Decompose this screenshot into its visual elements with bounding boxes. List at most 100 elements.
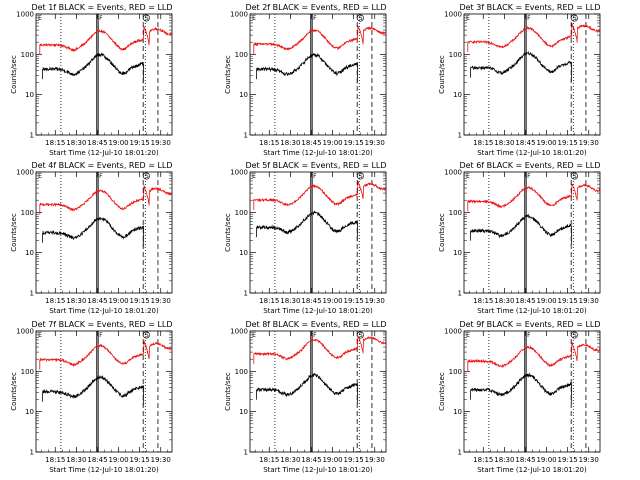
events-series — [470, 213, 572, 245]
y-tick-label: 10 — [25, 408, 34, 416]
panel-3: Det 3f BLACK = Events, RED = LLD 1 10 100 10… — [438, 3, 601, 157]
marker-circle — [142, 14, 150, 22]
x-tick-label: 18:45 — [301, 456, 321, 464]
x-tick-label: 18:45 — [301, 139, 321, 147]
panel-7: Det 7f BLACK = Events, RED = LLD 1 10 100 10… — [10, 320, 173, 474]
events-series — [256, 210, 358, 242]
y-tick-label: 10 — [25, 91, 34, 99]
y-tick-label: 10 — [453, 408, 462, 416]
x-tick-label: 19:15 — [344, 456, 364, 464]
panel-6: Det 6f BLACK = Events, RED = LLD 1 10 100 10… — [438, 161, 601, 315]
marker-label-f: F — [527, 15, 531, 22]
x-tick-label: 19:30 — [365, 297, 385, 305]
x-tick-label: 19:00 — [108, 139, 128, 147]
x-tick-label: 19:30 — [151, 297, 171, 305]
y-tick-label: 100 — [235, 51, 248, 59]
x-tick-label: 18:15 — [473, 297, 493, 305]
x-tick-label: 18:15 — [259, 456, 279, 464]
panel-title: Det 2f BLACK = Events, RED = LLD — [245, 3, 386, 12]
marker-label-e: E — [466, 15, 470, 22]
y-tick-label: 1000 — [444, 11, 462, 19]
y-tick-label: 1000 — [230, 11, 248, 19]
y-tick-label: 1000 — [230, 328, 248, 336]
y-tick-label: 100 — [449, 51, 462, 59]
x-tick-label: 19:30 — [151, 456, 171, 464]
y-tick-label: 100 — [449, 209, 462, 217]
lld-series — [253, 335, 386, 361]
panel-title: Det 6f BLACK = Events, RED = LLD — [459, 161, 600, 170]
x-tick-label: 18:30 — [494, 139, 514, 147]
x-tick-label: 18:30 — [494, 297, 514, 305]
x-tick-label: 18:15 — [259, 297, 279, 305]
marker-label-s: S — [573, 173, 577, 180]
events-series — [42, 52, 144, 84]
x-tick-label: 19:30 — [151, 139, 171, 147]
y-axis-label: Counts/sec — [10, 55, 18, 94]
panel-title: Det 7f BLACK = Events, RED = LLD — [31, 320, 172, 329]
y-tick-label: 1 — [244, 290, 248, 298]
marker-label-s: S — [573, 15, 577, 22]
y-axis-label: Counts/sec — [438, 213, 446, 252]
y-tick-label: 1000 — [16, 328, 34, 336]
marker-circle — [356, 14, 364, 22]
marker-label-e: E — [38, 15, 42, 22]
x-axis-label: Start Time (12-Jul-10 18:01:20) — [49, 307, 159, 315]
marker-circle — [142, 331, 150, 339]
panel-title: Det 5f BLACK = Events, RED = LLD — [245, 161, 386, 170]
x-tick-label: 18:45 — [515, 297, 535, 305]
marker-label-f: F — [527, 173, 531, 180]
marker-circle — [356, 172, 364, 180]
y-tick-label: 1 — [458, 449, 462, 457]
y-tick-label: 10 — [453, 249, 462, 257]
x-tick-label: 19:30 — [579, 139, 599, 147]
marker-label-e: E — [38, 173, 42, 180]
lld-series — [39, 26, 172, 53]
plot-frame — [249, 13, 387, 136]
x-tick-label: 18:45 — [87, 139, 107, 147]
y-tick-label: 1000 — [444, 169, 462, 177]
plot-frame — [463, 13, 601, 136]
marker-label-f: F — [99, 173, 103, 180]
x-tick-label: 18:15 — [473, 456, 493, 464]
x-tick-label: 18:45 — [515, 456, 535, 464]
x-tick-label: 19:15 — [558, 297, 578, 305]
y-axis-label: Counts/sec — [224, 55, 232, 94]
plot-frame — [35, 13, 173, 136]
x-tick-label: 18:45 — [515, 139, 535, 147]
x-tick-label: 19:15 — [558, 139, 578, 147]
marker-circle — [570, 14, 578, 22]
marker-label-s: S — [359, 15, 363, 22]
panel-title: Det 4f BLACK = Events, RED = LLD — [31, 161, 172, 170]
x-axis-label: Start Time (12-Jul-10 18:01:20) — [49, 466, 159, 474]
x-tick-label: 18:15 — [259, 139, 279, 147]
panel-9: Det 9f BLACK = Events, RED = LLD 1 10 100 10… — [438, 320, 601, 474]
lld-series — [467, 23, 600, 49]
x-tick-label: 19:15 — [344, 297, 364, 305]
x-tick-label: 19:30 — [579, 297, 599, 305]
marker-label-s: S — [359, 173, 363, 180]
marker-circle — [570, 172, 578, 180]
y-tick-label: 1 — [30, 132, 34, 140]
marker-label-s: S — [145, 173, 149, 180]
y-tick-label: 1 — [30, 290, 34, 298]
y-tick-label: 100 — [235, 209, 248, 217]
x-tick-label: 18:30 — [66, 456, 86, 464]
x-tick-label: 18:30 — [494, 456, 514, 464]
marker-label-f: F — [313, 332, 317, 339]
panel-title: Det 8f BLACK = Events, RED = LLD — [245, 320, 386, 329]
y-tick-label: 1000 — [230, 169, 248, 177]
x-tick-label: 18:30 — [280, 456, 300, 464]
panel-title: Det 3f BLACK = Events, RED = LLD — [459, 3, 600, 12]
marker-circle — [356, 331, 364, 339]
panel-2: Det 2f BLACK = Events, RED = LLD 1 10 100 10… — [224, 3, 387, 157]
marker-label-s: S — [145, 15, 149, 22]
x-axis-label: Start Time (12-Jul-10 18:01:20) — [49, 149, 159, 157]
y-axis-label: Counts/sec — [10, 213, 18, 252]
plot-frame — [35, 171, 173, 294]
x-tick-label: 18:30 — [280, 297, 300, 305]
x-tick-label: 18:15 — [473, 139, 493, 147]
panel-5: Det 5f BLACK = Events, RED = LLD 1 10 100 10… — [224, 161, 387, 315]
x-tick-label: 19:00 — [108, 297, 128, 305]
marker-label-s: S — [359, 332, 363, 339]
panel-8: Det 8f BLACK = Events, RED = LLD 1 10 100 10… — [224, 320, 387, 474]
